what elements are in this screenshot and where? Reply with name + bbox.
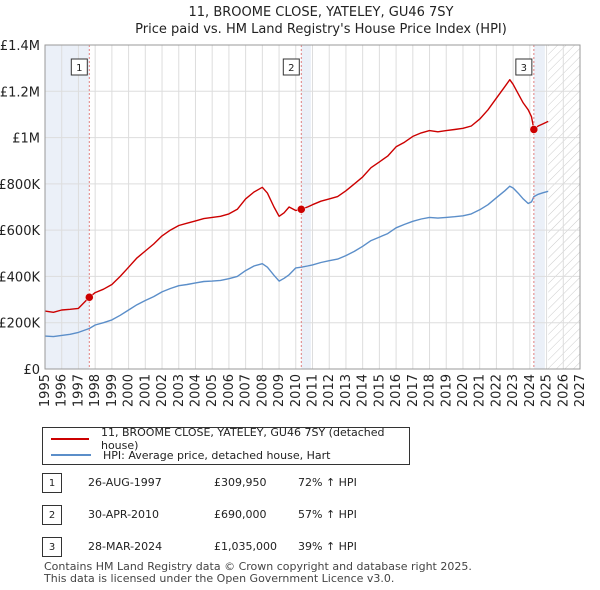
x-tick-label: 2011 xyxy=(306,374,321,407)
x-tick-label: 2027 xyxy=(573,374,588,407)
sale-point xyxy=(297,205,306,214)
x-tick-label: 2026 xyxy=(556,374,571,407)
legend-label-property: 11, BROOME CLOSE, YATELEY, GU46 7SY (det… xyxy=(100,426,385,452)
x-tick-label: 2009 xyxy=(272,374,287,407)
sale-point xyxy=(85,293,94,302)
sale-number-badge: 2 xyxy=(42,505,62,525)
sale-row: 3 28-MAR-2024 £1,035,000 39% ↑ HPI xyxy=(42,537,402,557)
y-tick-label: £1.4M xyxy=(0,39,40,54)
legend-label-hpi: HPI: Average price, detached house, Hart xyxy=(103,448,331,462)
sale-marker-badge xyxy=(515,58,533,76)
sale-marker-label: 3 xyxy=(521,63,527,74)
x-tick-label: 1998 xyxy=(88,374,103,407)
shaded-period xyxy=(533,45,545,369)
sale-marker-badge xyxy=(282,58,300,76)
y-tick-label: £1M xyxy=(12,132,40,147)
x-tick-label: 2014 xyxy=(356,374,371,407)
y-tick-label: £800K xyxy=(0,178,40,193)
legend-item-property: 11, BROOME CLOSE, YATELEY, GU46 7SY (det… xyxy=(51,426,409,452)
plot-frame xyxy=(44,44,581,370)
x-tick-label: 2005 xyxy=(205,374,220,407)
legend-item-hpi: HPI: Average price, detached house, Hart xyxy=(51,447,330,463)
price-chart: 11, BROOME CLOSE, YATELEY, GU46 7SY Pric… xyxy=(0,5,588,407)
forecast-hatch xyxy=(548,45,580,369)
x-tick-label: 2006 xyxy=(222,374,237,407)
sale-number-badge: 1 xyxy=(42,473,62,493)
x-tick-label: 2001 xyxy=(138,374,153,407)
y-tick-label: £200K xyxy=(0,317,40,332)
x-tick-label: 2023 xyxy=(506,374,521,407)
y-tick-label: £1.2M xyxy=(0,85,40,100)
x-tick-label: 2010 xyxy=(289,374,304,407)
x-tick-label: 2007 xyxy=(239,374,254,407)
x-tick-label: 2015 xyxy=(372,374,387,407)
x-tick-label: 2012 xyxy=(322,374,337,407)
chart-title: 11, BROOME CLOSE, YATELEY, GU46 7SY xyxy=(189,5,454,20)
sale-hpi-change: 57% ↑ HPI xyxy=(298,508,357,521)
shaded-period xyxy=(45,45,90,369)
y-tick-label: £400K xyxy=(0,270,40,285)
x-tick-label: 2024 xyxy=(523,374,538,407)
x-tick-label: 2020 xyxy=(456,374,471,407)
property-price-line xyxy=(44,78,549,313)
footer-copyright: Contains HM Land Registry data © Crown c… xyxy=(44,560,472,573)
sale-row: 1 26-AUG-1997 £309,950 72% ↑ HPI xyxy=(42,473,402,493)
sale-date: 26-AUG-1997 xyxy=(88,476,162,489)
footer-notice: Contains HM Land Registry data © Crown c… xyxy=(44,561,472,585)
x-tick-label: 2008 xyxy=(255,374,270,407)
x-tick-label: 2003 xyxy=(172,374,187,407)
x-tick-label: 1995 xyxy=(38,374,53,407)
x-tick-label: 2018 xyxy=(423,374,438,407)
sale-date: 28-MAR-2024 xyxy=(88,540,163,553)
sale-price: £309,950 xyxy=(214,476,267,489)
sale-date: 30-APR-2010 xyxy=(88,508,160,521)
sale-price: £1,035,000 xyxy=(214,540,277,553)
sale-point xyxy=(529,125,539,134)
x-tick-label: 2021 xyxy=(473,374,488,407)
sale-price: £690,000 xyxy=(214,508,267,521)
x-tick-label: 1999 xyxy=(105,374,120,407)
x-tick-label: 2019 xyxy=(439,374,454,407)
sale-hpi-change: 72% ↑ HPI xyxy=(298,476,357,489)
chart-subtitle: Price paid vs. HM Land Registry's House … xyxy=(135,22,507,37)
x-tick-label: 2013 xyxy=(339,374,354,407)
sale-row: 2 30-APR-2010 £690,000 57% ↑ HPI xyxy=(42,505,402,525)
y-tick-label: £0 xyxy=(23,363,40,378)
legend-swatch-property xyxy=(51,438,89,440)
y-tick-label: £600K xyxy=(0,224,40,239)
sale-marker-label: 2 xyxy=(288,63,294,74)
x-tick-label: 1997 xyxy=(71,374,86,407)
sale-marker-label: 1 xyxy=(76,63,82,74)
hpi-line xyxy=(44,185,549,338)
x-tick-label: 2004 xyxy=(188,374,203,407)
sale-number-badge: 3 xyxy=(42,537,62,557)
x-tick-label: 2025 xyxy=(540,374,555,407)
legend-swatch-hpi xyxy=(51,454,91,456)
x-tick-label: 2000 xyxy=(122,374,137,407)
x-tick-label: 2022 xyxy=(489,374,504,407)
x-tick-label: 2017 xyxy=(406,374,421,407)
sale-marker-badge xyxy=(70,58,88,76)
footer-licence: This data is licensed under the Open Gov… xyxy=(44,572,395,585)
legend: 11, BROOME CLOSE, YATELEY, GU46 7SY (det… xyxy=(42,426,410,465)
x-tick-label: 1996 xyxy=(55,374,70,407)
x-tick-label: 2016 xyxy=(389,374,404,407)
sale-hpi-change: 39% ↑ HPI xyxy=(298,540,357,553)
x-tick-label: 2002 xyxy=(155,374,170,407)
